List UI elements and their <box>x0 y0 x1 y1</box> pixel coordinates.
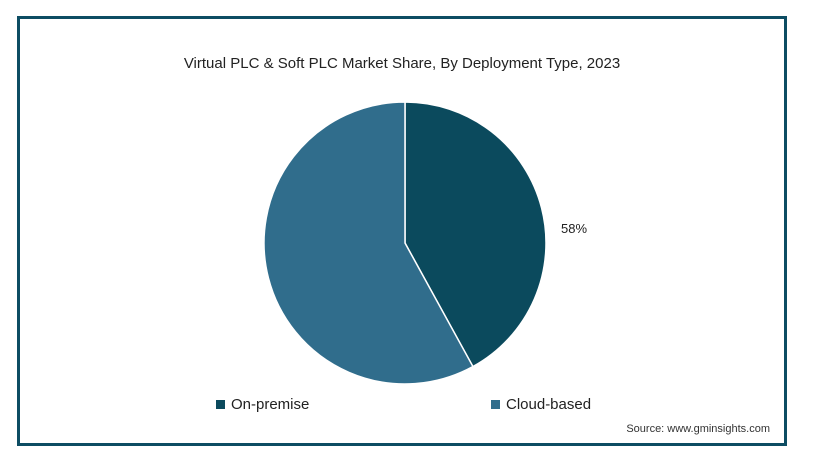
pie-slice-on-premise <box>404 101 547 368</box>
legend-swatch-cloud-based <box>491 400 500 409</box>
pie-chart: 58% <box>263 101 587 385</box>
data-label-cloud-based: 58% <box>561 221 587 236</box>
legend-swatch-on-premise <box>216 400 225 409</box>
source-note: Source: www.gminsights.com <box>626 423 770 435</box>
pie-slice-cloud-based <box>263 101 474 385</box>
legend-item-cloud-based: Cloud-based <box>491 396 591 413</box>
chart-title: Virtual PLC & Soft PLC Market Share, By … <box>183 55 621 72</box>
legend-item-on-premise: On-premise <box>216 396 309 413</box>
legend-label-on-premise: On-premise <box>231 396 310 413</box>
chart-frame: Virtual PLC & Soft PLC Market Share, By … <box>17 16 787 446</box>
legend-label-cloud-based: Cloud-based <box>506 396 592 413</box>
legend: On-premise Cloud-based <box>20 396 784 416</box>
